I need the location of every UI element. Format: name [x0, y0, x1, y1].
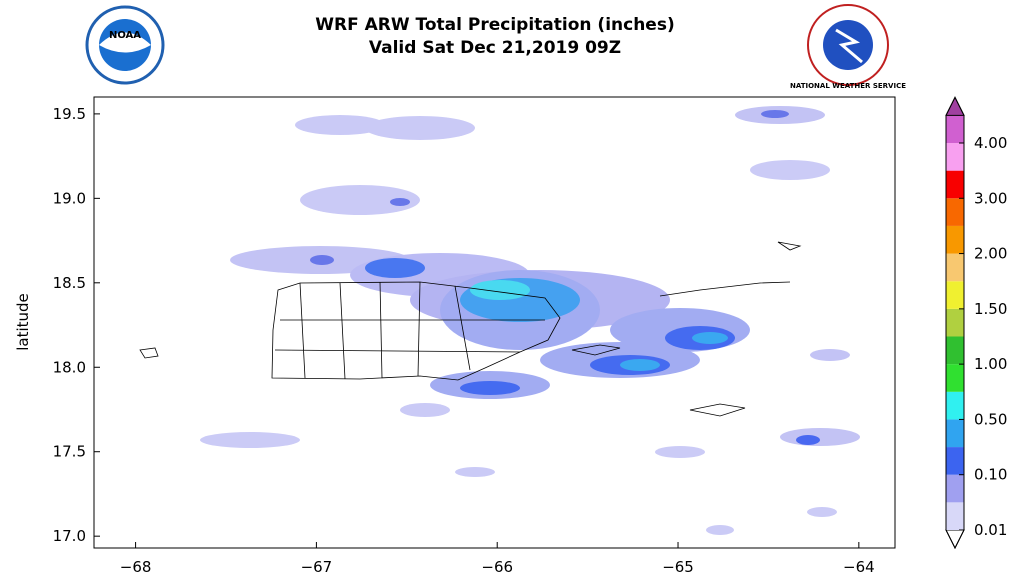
- colorbar-tick-label: 1.50: [974, 300, 1007, 318]
- coastlines: [139, 241, 802, 417]
- colorbar-segment: [946, 308, 964, 337]
- x-tick-label: −67: [301, 558, 333, 575]
- y-axis-label: latitude: [14, 293, 32, 351]
- colorbar-segment: [946, 281, 964, 309]
- nws-text: NATIONAL WEATHER SERVICE: [790, 82, 906, 90]
- precipitation-field: [200, 106, 860, 535]
- colorbar-segment: [946, 364, 964, 392]
- x-tick-label: −65: [662, 558, 694, 575]
- colorbar-tick-label: 2.00: [974, 245, 1007, 263]
- colorbar-segment: [946, 502, 964, 530]
- colorbar-frame: [945, 96, 965, 550]
- x-tick-label: −64: [843, 558, 875, 575]
- x-tick-label: −68: [120, 558, 152, 575]
- colorbar-under: [945, 529, 965, 550]
- colorbar-segment: [946, 474, 964, 503]
- title: WRF ARW Total Precipitation (inches): [315, 15, 674, 35]
- colorbar-over-tip: [945, 96, 965, 116]
- noaa-text: NOAA: [109, 30, 141, 41]
- noaa-logo: NOAA: [85, 5, 165, 85]
- plot-frame: [93, 96, 896, 549]
- y-tick-label: 18.5: [53, 274, 86, 292]
- colorbar-over: [946, 115, 964, 143]
- y-tick-label: 17.0: [53, 527, 86, 545]
- colorbar-segment: [946, 419, 964, 448]
- nws-logo: NATIONAL WEATHER SERVICE: [790, 4, 906, 90]
- colorbar-tick-label: 3.00: [974, 189, 1007, 207]
- y-tick-label: 18.0: [53, 358, 86, 376]
- colorbar-segment: [946, 253, 964, 282]
- colorbar-segment: [946, 336, 964, 365]
- colorbar-segment: [946, 198, 964, 226]
- colorbar-segment: [946, 447, 964, 475]
- colorbar-tick-label: 0.01: [974, 521, 1007, 539]
- colorbar-tick-label: 4.00: [974, 134, 1007, 152]
- colorbar-segment: [946, 143, 964, 171]
- y-tick-label: 19.0: [53, 189, 86, 207]
- colorbar-segment: [946, 225, 964, 254]
- colorbar-tick-label: 0.10: [974, 466, 1007, 484]
- colorbar-segment: [946, 391, 964, 420]
- colorbar-tick-label: 0.50: [974, 410, 1007, 428]
- colorbar-tick-label: 1.00: [974, 355, 1007, 373]
- colorbar-segment: [946, 170, 964, 199]
- subtitle: Valid Sat Dec 21,2019 09Z: [369, 38, 621, 58]
- y-tick-label: 19.5: [53, 105, 86, 123]
- x-tick-label: −66: [481, 558, 513, 575]
- y-tick-label: 17.5: [53, 443, 86, 461]
